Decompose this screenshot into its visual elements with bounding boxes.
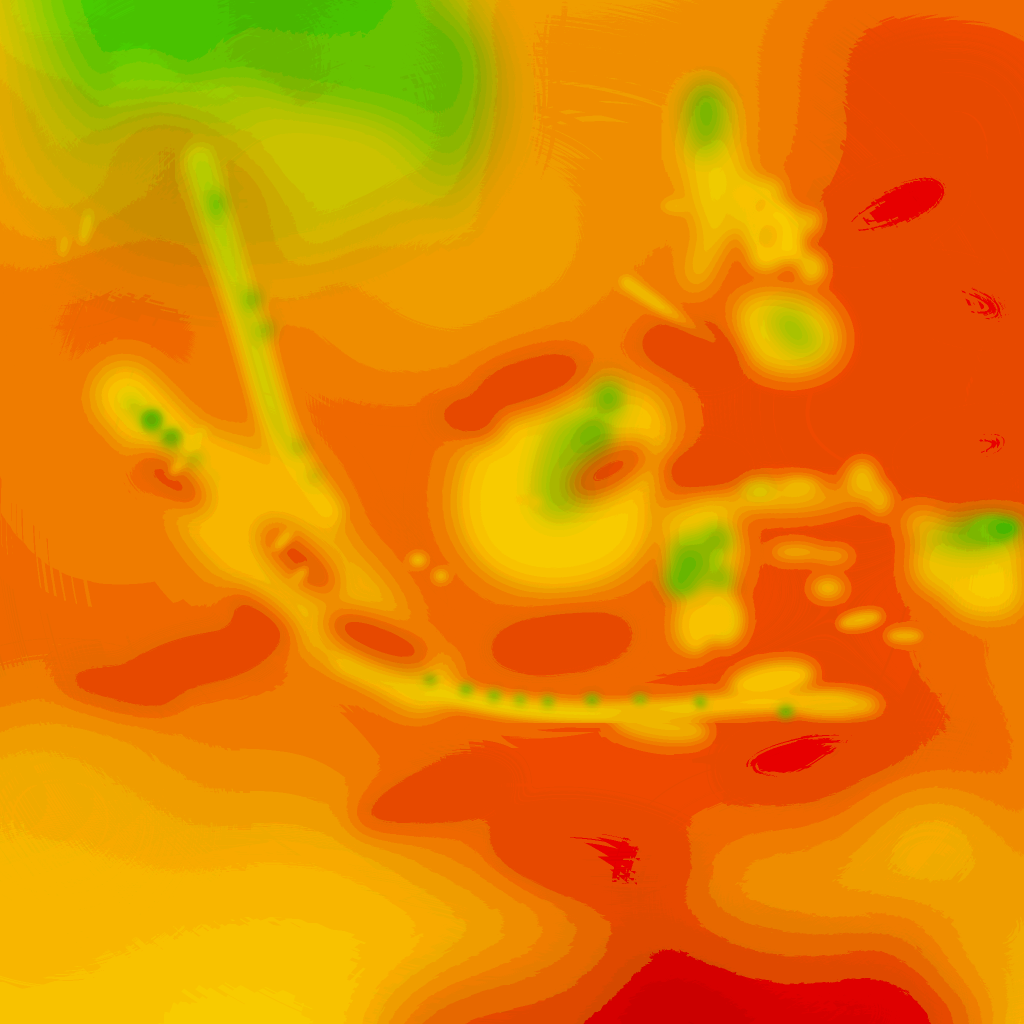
- field-softening-2: [0, 0, 940, 1024]
